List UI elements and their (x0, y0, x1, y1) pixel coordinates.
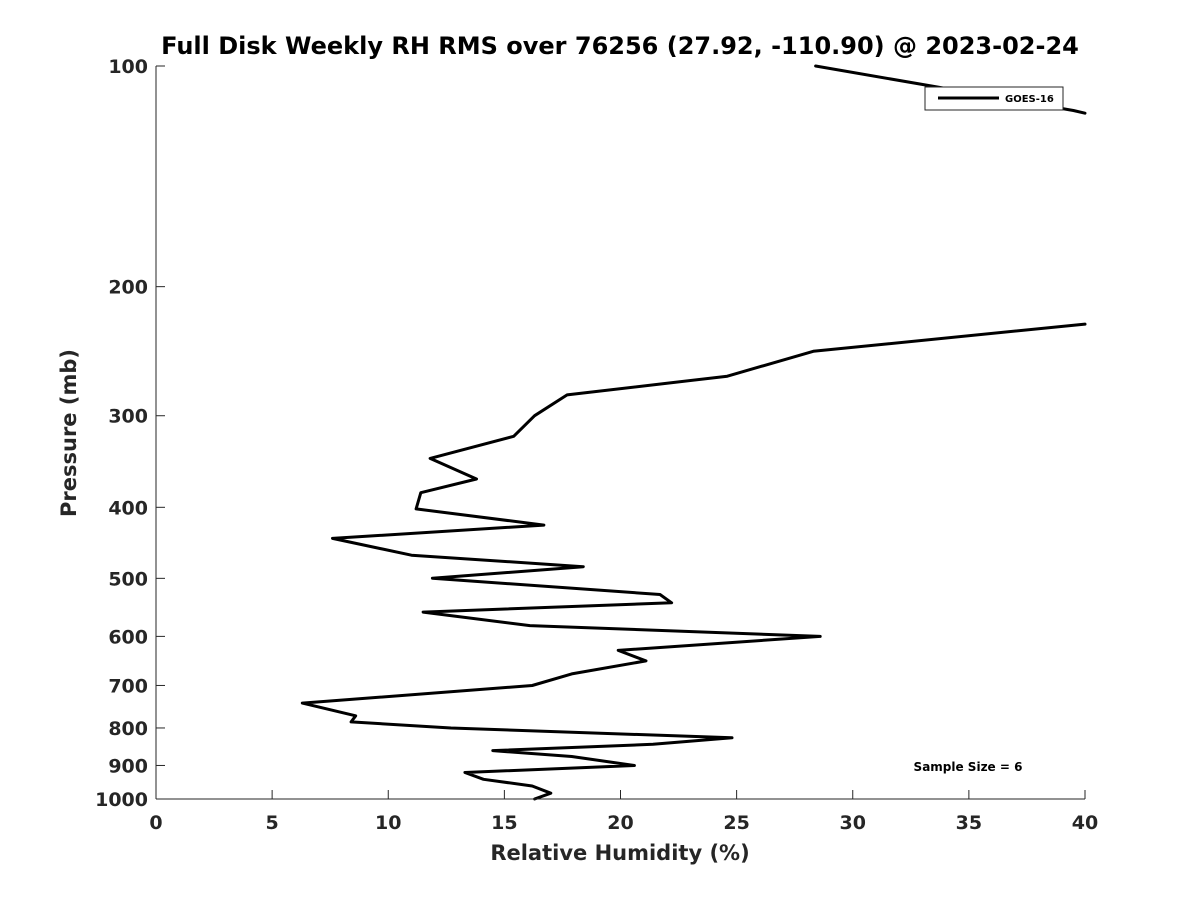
x-axis-label: Relative Humidity (%) (490, 841, 749, 865)
series-line-goes-16-segment-2 (300, 322, 1087, 801)
x-tick-label: 20 (607, 812, 633, 834)
y-tick-label: 800 (108, 718, 148, 740)
y-tick-label: 200 (108, 277, 148, 299)
sample-size-annotation: Sample Size = 6 (914, 760, 1023, 774)
x-tick-label: 35 (956, 812, 982, 834)
y-tick-label: 400 (108, 497, 148, 519)
x-tick-label: 5 (266, 812, 279, 834)
chart-title: Full Disk Weekly RH RMS over 76256 (27.9… (161, 32, 1079, 60)
y-axis-ticks: 100 200 300 400 500 600 700 800 900 1000 (95, 56, 165, 811)
y-tick-label: 700 (108, 675, 148, 697)
y-tick-label: 900 (108, 755, 148, 777)
legend-label-goes-16: GOES-16 (1005, 94, 1054, 105)
x-tick-label: 15 (491, 812, 517, 834)
y-tick-label: 100 (108, 56, 148, 78)
y-tick-label: 300 (108, 406, 148, 428)
plot-area (155, 64, 1087, 801)
x-tick-label: 30 (840, 812, 866, 834)
y-axis-label: Pressure (mb) (57, 349, 81, 517)
y-tick-label: 1000 (95, 789, 148, 811)
x-tick-label: 25 (723, 812, 749, 834)
chart-legend: GOES-16 (924, 86, 1064, 111)
series-layer (300, 64, 1087, 801)
y-tick-label: 500 (108, 568, 148, 590)
y-tick-label: 600 (108, 626, 148, 648)
x-tick-label: 10 (375, 812, 401, 834)
x-axis-ticks: 0 5 10 15 20 25 30 35 40 (149, 790, 1098, 834)
x-tick-label: 40 (1072, 812, 1098, 834)
series-line-goes-16-segment-1 (814, 64, 1087, 115)
plot-background (156, 66, 1085, 799)
x-tick-label: 0 (149, 812, 162, 834)
